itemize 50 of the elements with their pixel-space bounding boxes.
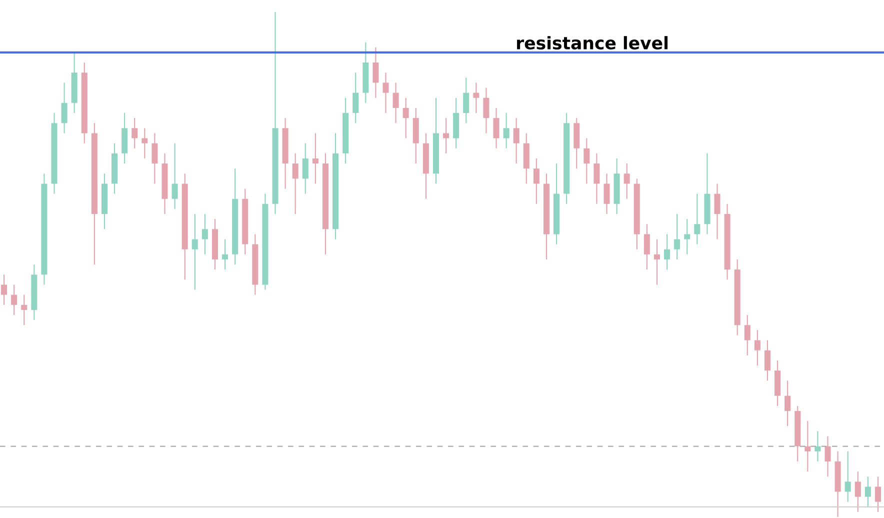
candlestick [352, 72, 359, 124]
candlestick [152, 132, 158, 184]
candlestick [172, 142, 178, 210]
candlestick [132, 118, 138, 149]
candlestick [302, 142, 308, 194]
candlestick [624, 162, 630, 200]
candlestick [674, 213, 680, 260]
candlestick [202, 213, 208, 255]
candlestick [854, 471, 861, 512]
candlestick [644, 224, 650, 270]
candlestick [744, 314, 750, 356]
candlestick [1, 274, 8, 306]
candlestick [594, 152, 600, 204]
candlestick [382, 72, 389, 114]
candlestick [473, 82, 480, 114]
candlestick [694, 193, 700, 245]
candlestick [874, 476, 881, 512]
candlestick [513, 118, 520, 164]
candlestick [312, 132, 318, 184]
candlestick [784, 380, 791, 427]
candlestick [402, 97, 409, 139]
candlestick [844, 450, 851, 502]
candlestick [864, 476, 871, 508]
candlestick [21, 294, 28, 326]
candlestick [443, 118, 450, 154]
candlestick [11, 284, 18, 316]
candlestick [584, 138, 590, 184]
candlestick [754, 330, 760, 366]
candlestick [654, 238, 660, 286]
candlestick [483, 87, 490, 134]
ref-line-label: resistance level [517, 36, 668, 50]
candlestick [824, 436, 831, 478]
candlestick [503, 112, 510, 149]
candlestick [142, 128, 148, 159]
candlestick [61, 82, 68, 134]
candlestick [684, 218, 690, 255]
candlestick [192, 213, 198, 290]
candlestick [814, 430, 821, 462]
candlestick [664, 234, 670, 270]
candlestick [392, 82, 399, 124]
candlestick [493, 107, 500, 149]
candlestick [533, 158, 540, 204]
candlestick [764, 340, 770, 382]
candlestick [604, 173, 610, 215]
candlestick [804, 420, 811, 472]
candlestick [714, 183, 720, 240]
candlestick [372, 46, 379, 98]
candlestick [463, 77, 470, 124]
candlestick [292, 152, 298, 215]
candlestick [222, 238, 228, 270]
